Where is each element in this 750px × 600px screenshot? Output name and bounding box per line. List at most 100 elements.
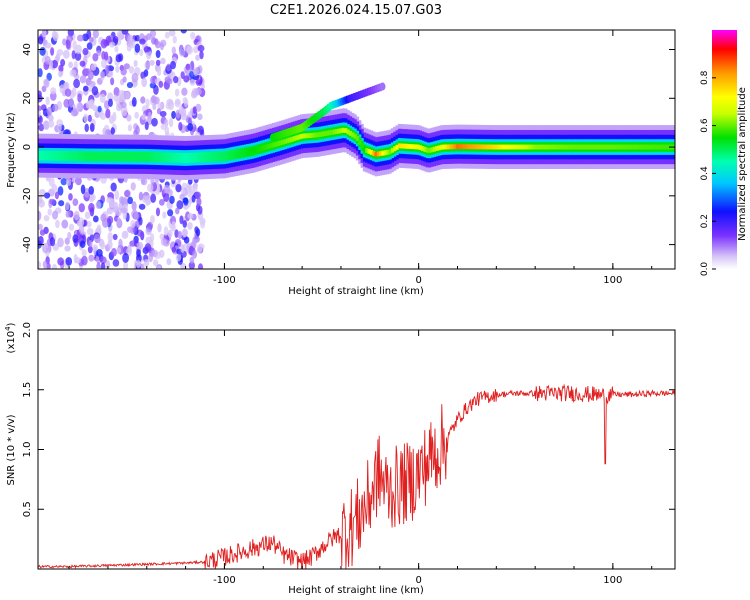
noise-cell (58, 64, 64, 73)
ridge-cell (183, 155, 187, 161)
noise-cell (194, 226, 199, 234)
noise-cell (71, 87, 77, 97)
noise-cell (140, 71, 146, 80)
noise-cell (170, 60, 176, 70)
noise-cell (110, 248, 117, 257)
noise-cell (105, 260, 111, 269)
ridge-cell (542, 144, 546, 150)
ridge-cell (178, 155, 182, 161)
ridge-cell (90, 153, 94, 159)
noise-cell (95, 201, 102, 209)
ridge-cell (351, 132, 355, 138)
ridge-cell (516, 144, 520, 150)
ridge-cell (467, 144, 471, 150)
ridge-cell (313, 132, 318, 138)
ridge-cell (297, 134, 301, 140)
noise-cell (145, 98, 150, 109)
ridge-cell (216, 154, 220, 160)
ridge-cell (80, 153, 85, 159)
colorbar-tick-label: 0.2 (700, 214, 710, 228)
noise-cell (143, 46, 151, 53)
noise-cell (171, 246, 177, 253)
ridge-cell (509, 144, 513, 150)
ridge-cell (43, 153, 47, 159)
noise-cell (110, 182, 117, 192)
colorbar-tick-label: 0.0 (700, 262, 710, 277)
noise-cell (68, 61, 74, 69)
snr-scale-exponent: 4 (4, 326, 12, 331)
ridge-cell (271, 142, 276, 148)
ridge-cell (635, 144, 639, 150)
noise-cell (158, 198, 165, 206)
ridge-cell (339, 128, 343, 134)
colorbar-tick-label: 0.4 (700, 166, 710, 181)
noise-cell (50, 47, 55, 56)
noise-cell (144, 243, 152, 252)
noise-cell (79, 240, 86, 249)
noise-cell (65, 177, 72, 187)
noise-cell (139, 96, 146, 104)
ridge-cell (185, 155, 189, 161)
ridge-cell (97, 153, 101, 159)
noise-cell (49, 198, 56, 205)
noise-cell (41, 85, 47, 93)
noise-cell (100, 213, 107, 223)
ridge-cell (491, 144, 495, 150)
noise-cell (189, 256, 195, 264)
ridge-cell (155, 154, 159, 160)
ridge-cell (241, 150, 245, 156)
noise-cell (175, 207, 180, 215)
noise-cell (38, 223, 43, 231)
noise-cell (57, 123, 62, 133)
ridge-cell (421, 146, 425, 151)
spectrogram-frame (37, 29, 676, 270)
noise-cell (131, 201, 137, 211)
noise-cell (196, 244, 203, 254)
ridge-cell (332, 129, 336, 135)
noise-cell (118, 89, 126, 100)
snr-axes: -100 0 100 0.5 1.0 1.5 2.0 (22, 322, 675, 586)
ridge-cell (598, 144, 602, 150)
noise-cell (131, 72, 139, 83)
ridge-cell (593, 144, 597, 150)
ridge-cell (52, 153, 57, 159)
noise-cell (38, 110, 41, 118)
ridge-cell (526, 144, 530, 150)
ridge-cell (574, 144, 579, 150)
snr-y-label: SNR (10 * v/v) (6, 414, 17, 485)
noise-cell (86, 220, 92, 228)
noise-cell (124, 190, 131, 198)
ridge-cell (346, 129, 350, 135)
ridge-cell (62, 153, 66, 159)
ridge-cell (311, 132, 315, 138)
ridge-cell (213, 154, 217, 160)
ridge-cell (493, 144, 497, 150)
ridge-cell (451, 144, 455, 150)
ridge-cell (588, 144, 593, 150)
ridge-cell (479, 144, 483, 150)
ridge-cell (498, 144, 502, 150)
noise-cell (43, 120, 50, 130)
noise-cell (105, 64, 110, 75)
ridge-cell (474, 144, 478, 150)
ridge-cell (327, 130, 332, 136)
ridge-cell (111, 154, 115, 159)
noise-cell (163, 184, 171, 194)
ridge-cell (644, 144, 649, 150)
ridge-cell (132, 154, 136, 160)
noise-cell (153, 96, 160, 105)
noise-cell (67, 231, 72, 240)
noise-cell (52, 210, 59, 220)
ridge-cell (122, 154, 127, 160)
noise-cell (56, 119, 64, 127)
noise-cell (91, 86, 99, 96)
noise-cell (188, 261, 195, 269)
ridge-cell (456, 144, 460, 150)
noise-cell (92, 244, 98, 251)
noise-cell (152, 103, 157, 110)
noise-cell (123, 261, 129, 269)
noise-cell (76, 34, 84, 42)
colorbar: 0.0 0.2 0.4 0.6 0.8 Normalized spectral ampl… (700, 30, 748, 276)
noise-cell (192, 250, 198, 259)
